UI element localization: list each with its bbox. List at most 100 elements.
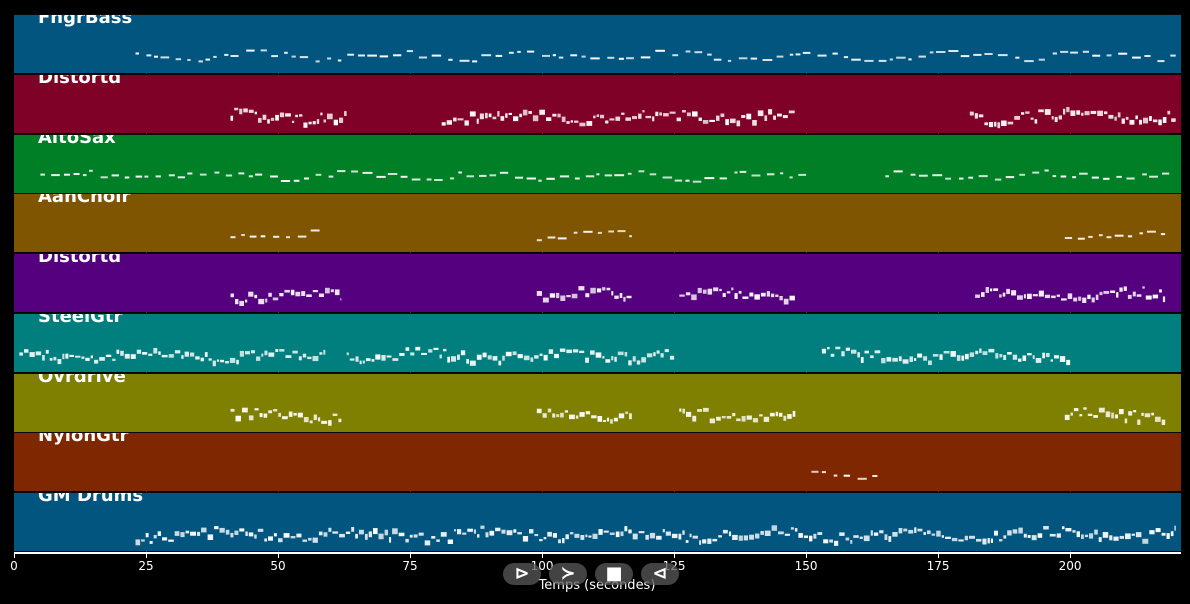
note xyxy=(497,110,500,117)
note xyxy=(340,298,342,301)
note xyxy=(1152,119,1158,122)
note xyxy=(581,55,586,58)
forward-button[interactable]: ≻ xyxy=(549,563,587,585)
note xyxy=(1052,52,1057,55)
note xyxy=(392,528,398,535)
note xyxy=(162,537,168,541)
note xyxy=(297,412,303,417)
note xyxy=(1127,294,1132,299)
play-button[interactable]: ⊳ xyxy=(503,563,541,585)
note xyxy=(1091,297,1095,303)
track-row[interactable]: AltoSax xyxy=(14,133,1181,193)
note xyxy=(418,56,428,59)
note xyxy=(951,537,958,542)
track-row[interactable]: Distortd xyxy=(14,73,1181,133)
note xyxy=(829,539,833,543)
note xyxy=(709,119,715,122)
note xyxy=(945,536,951,539)
axis-tick xyxy=(410,553,412,558)
note xyxy=(968,176,974,179)
note xyxy=(1027,352,1032,356)
note xyxy=(870,355,874,358)
track-notes xyxy=(811,471,878,481)
note xyxy=(649,532,656,539)
note xyxy=(605,358,611,363)
note xyxy=(177,175,185,178)
note xyxy=(280,179,290,182)
note xyxy=(857,478,867,481)
note xyxy=(1051,115,1054,120)
note xyxy=(569,532,574,535)
rewind-button[interactable]: ⊲ xyxy=(641,563,679,585)
note xyxy=(529,529,534,534)
note xyxy=(821,348,826,354)
note xyxy=(1117,112,1121,118)
note xyxy=(142,351,148,355)
note xyxy=(327,113,333,119)
note xyxy=(482,352,487,358)
note xyxy=(323,349,326,355)
playback-controls: ⊳ ≻ ■ ⊲ xyxy=(503,563,679,585)
note xyxy=(864,59,874,62)
note xyxy=(469,111,476,117)
note xyxy=(462,532,467,535)
note xyxy=(902,359,909,364)
note xyxy=(325,287,330,294)
note xyxy=(135,539,141,546)
note xyxy=(260,235,266,238)
note xyxy=(492,116,497,119)
note xyxy=(153,347,158,354)
note xyxy=(154,55,158,58)
note xyxy=(255,173,263,176)
note xyxy=(254,294,258,299)
note xyxy=(62,353,65,359)
note xyxy=(536,408,542,413)
note xyxy=(457,118,464,121)
note xyxy=(939,354,943,360)
note xyxy=(546,177,555,180)
note xyxy=(990,538,993,543)
note xyxy=(73,172,80,175)
track-row[interactable]: Distortd xyxy=(14,253,1181,312)
note xyxy=(239,300,244,306)
stop-button[interactable]: ■ xyxy=(595,563,633,585)
note xyxy=(615,531,620,538)
note xyxy=(556,413,560,417)
axis-tick xyxy=(146,553,147,558)
note xyxy=(1054,354,1059,359)
track-row[interactable]: FngrBass xyxy=(14,14,1181,73)
note xyxy=(606,417,610,421)
note xyxy=(303,416,309,422)
note xyxy=(1093,414,1098,418)
note xyxy=(1132,56,1141,59)
note xyxy=(1032,294,1038,297)
note xyxy=(522,536,529,542)
note xyxy=(655,49,665,52)
note xyxy=(1006,288,1010,294)
note xyxy=(130,353,136,359)
track-row[interactable]: SteelGtr xyxy=(14,312,1181,372)
track-row[interactable]: Ovrdrive xyxy=(14,372,1181,432)
note xyxy=(742,296,749,299)
note xyxy=(548,349,554,354)
note xyxy=(538,179,542,182)
note xyxy=(893,169,903,172)
note xyxy=(685,50,691,53)
note xyxy=(638,113,642,119)
note xyxy=(918,55,926,58)
note xyxy=(458,171,462,173)
note xyxy=(803,535,808,539)
piano-roll-timeline[interactable]: FngrBass Distortd AltoSax AahChoir Distortd S… xyxy=(14,14,1181,554)
note xyxy=(591,414,597,418)
note xyxy=(433,347,439,350)
note xyxy=(659,112,662,116)
track-row[interactable]: AahChoir xyxy=(14,193,1181,253)
note xyxy=(180,532,185,538)
track-row[interactable]: NylonGtr xyxy=(14,432,1181,492)
track-row[interactable]: GM Drums xyxy=(14,492,1181,551)
note xyxy=(1087,413,1093,416)
note xyxy=(702,289,707,294)
note xyxy=(508,112,512,115)
note xyxy=(124,176,130,178)
note xyxy=(351,170,358,172)
